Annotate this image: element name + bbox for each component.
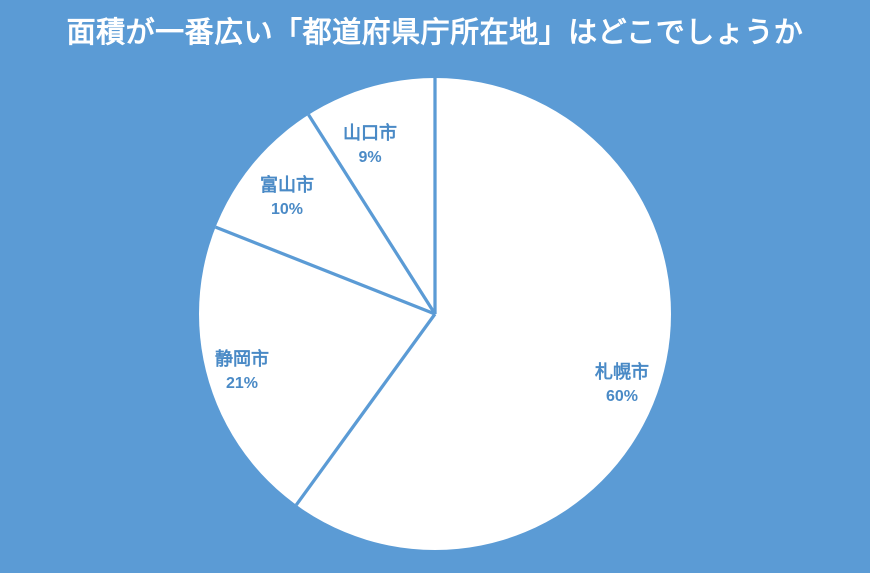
chart-title: 面積が一番広い「都道府県庁所在地」はどこでしょうか — [66, 17, 804, 49]
